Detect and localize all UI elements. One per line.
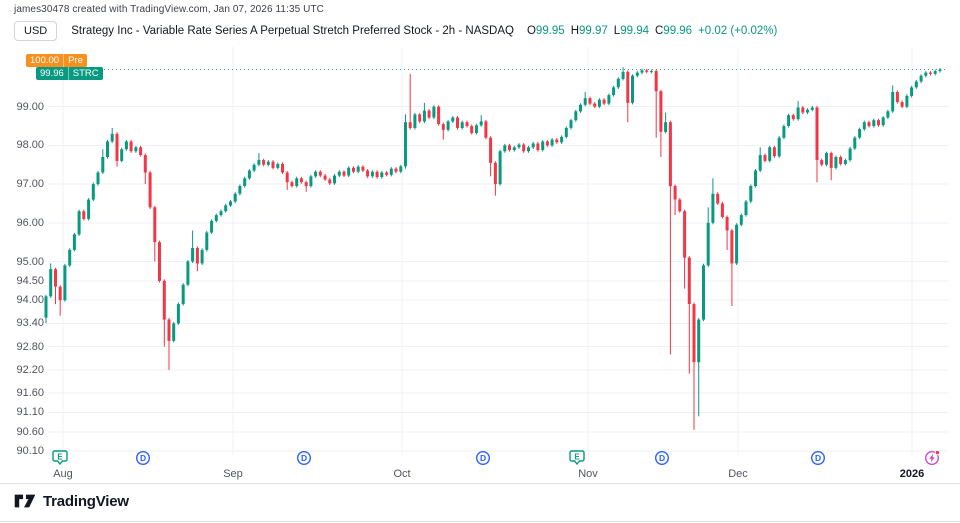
events-marker-icon[interactable]: [923, 449, 941, 467]
price-axis-label: 96.00: [16, 216, 44, 229]
low-label: L: [613, 25, 621, 37]
svg-text:D: D: [815, 453, 821, 463]
price-axis-label: 97.00: [16, 178, 44, 191]
svg-text:D: D: [140, 453, 146, 463]
month-label: Dec: [728, 468, 748, 480]
year-label: 2026: [899, 468, 925, 480]
dividend-marker-icon[interactable]: D: [474, 449, 492, 467]
price-axis-label: 94.50: [16, 274, 44, 287]
time-axis[interactable]: Aug Sep Oct Nov Dec 2026 E D D D E D D: [0, 449, 960, 483]
month-label: Sep: [223, 468, 243, 480]
svg-text:D: D: [659, 453, 665, 463]
price-axis-label: 99.00: [16, 100, 44, 113]
chart-header: USD Strategy Inc - Variable Rate Series …: [14, 20, 777, 42]
close-value: 99.96: [663, 25, 693, 37]
premarket-price-value: 100.00: [30, 55, 60, 66]
svg-text:E: E: [57, 453, 63, 462]
month-label: Aug: [53, 468, 73, 480]
close-label: C: [654, 25, 664, 37]
currency-button[interactable]: USD: [14, 21, 58, 41]
price-axis-label: 94.00: [16, 294, 44, 307]
earnings-marker-icon[interactable]: E: [568, 449, 586, 467]
low-value: 99.94: [620, 25, 649, 37]
ohlc-readout: O99.95 H99.97 L99.94 C99.96 +0.02 (+0.02%): [521, 25, 777, 37]
svg-text:D: D: [301, 453, 307, 463]
month-label: Oct: [393, 468, 411, 480]
price-axis-label: 93.40: [16, 317, 44, 330]
price-axis-label: 91.10: [16, 406, 44, 419]
high-value: 99.97: [579, 25, 608, 37]
last-price-value: 99.96: [40, 68, 64, 79]
price-axis-label: 91.60: [16, 387, 44, 400]
symbol-tag: STRC: [67, 67, 103, 80]
open-label: O: [526, 25, 536, 37]
symbol-title: Strategy Inc - Variable Rate Series A Pe…: [71, 25, 514, 37]
svg-text:D: D: [480, 453, 486, 463]
footer: TradingView: [0, 484, 960, 521]
earnings-marker-icon[interactable]: E: [51, 449, 69, 467]
gridlines-group: [48, 47, 948, 455]
tradingview-logo[interactable]: TradingView: [13, 492, 129, 510]
candlestick-canvas[interactable]: [0, 45, 960, 455]
price-axis[interactable]: 99.00 98.00 97.00 96.00 95.00 94.50 94.00 93.40…: [0, 45, 48, 458]
dividend-marker-icon[interactable]: D: [134, 449, 152, 467]
candles-group: [44, 67, 942, 430]
high-label: H: [570, 25, 580, 37]
chart-area[interactable]: [0, 45, 960, 455]
last-price-badge: 99.96 STRC: [36, 67, 103, 80]
dividend-marker-icon[interactable]: D: [295, 449, 313, 467]
footer-separator: [0, 483, 960, 484]
price-axis-label: 90.10: [16, 445, 44, 458]
price-axis-label: 92.80: [16, 340, 44, 353]
tradingview-logo-text: TradingView: [43, 492, 129, 510]
tradingview-logo-icon: [14, 494, 36, 508]
price-axis-label: 92.20: [16, 363, 44, 376]
premarket-price-badge: 100.00 Pre: [26, 54, 87, 67]
open-value: 99.95: [535, 25, 565, 37]
month-label: Nov: [578, 468, 598, 480]
premarket-tag: Pre: [63, 54, 87, 67]
price-axis-label: 95.00: [16, 255, 44, 268]
dividend-marker-icon[interactable]: D: [653, 449, 671, 467]
price-axis-label: 98.00: [16, 139, 44, 152]
dividend-marker-icon[interactable]: D: [809, 449, 827, 467]
bottom-border: [0, 521, 960, 522]
change-value: +0.02 (+0.02%): [698, 25, 778, 37]
svg-text:E: E: [574, 453, 580, 462]
price-axis-label: 90.60: [16, 425, 44, 438]
attribution-text: james30478 created with TradingView.com,…: [14, 4, 324, 15]
